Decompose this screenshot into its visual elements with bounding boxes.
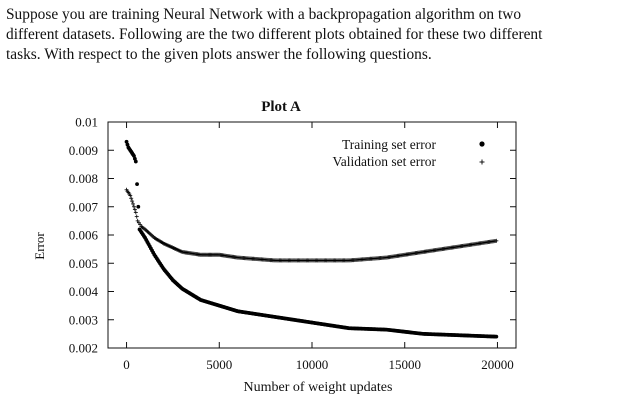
legend-marker-validation <box>479 159 485 165</box>
series-validation <box>124 187 499 263</box>
y-tick-label: 0.009 <box>69 143 98 158</box>
series-training <box>124 139 499 339</box>
y-tick-label: 0.003 <box>69 312 98 327</box>
training-point <box>135 182 139 187</box>
legend-label-training: Training set error <box>342 137 436 152</box>
legend-marker-training <box>479 141 485 147</box>
legend-label-validation: Validation set error <box>333 154 437 169</box>
y-tick-label: 0.007 <box>69 199 99 214</box>
validation-point <box>494 238 499 243</box>
legend: Training set error Validation set error <box>333 137 485 169</box>
x-tick-label: 15000 <box>388 357 421 372</box>
validation-point <box>130 199 135 204</box>
plot-frame <box>107 121 517 349</box>
y-axis-label: Error <box>32 232 47 260</box>
training-point <box>136 204 141 209</box>
x-axis-label: Number of weight updates <box>244 380 393 395</box>
x-tick-label: 0 <box>123 357 130 372</box>
validation-point <box>134 214 139 219</box>
validation-point <box>133 210 138 215</box>
validation-point <box>132 207 137 212</box>
question-line-3: tasks. With respect to the given plots a… <box>6 46 432 63</box>
validation-point <box>131 204 136 209</box>
y-tick-label: 0.005 <box>69 256 98 271</box>
x-tick-label: 5000 <box>206 357 232 372</box>
y-tick-label: 0.006 <box>69 228 99 243</box>
question-line-1: Suppose you are training Neural Network … <box>6 6 522 23</box>
validation-point <box>129 196 134 201</box>
y-tick-label: 0.002 <box>69 341 98 356</box>
chart-title: Plot A <box>261 99 301 115</box>
y-tick-label: 0.01 <box>75 115 98 130</box>
validation-point <box>131 201 136 206</box>
question-line-2: different datasets. Following are the tw… <box>6 26 543 43</box>
validation-point <box>128 193 133 198</box>
training-point <box>494 334 499 339</box>
training-point <box>133 159 138 164</box>
y-tick-label: 0.004 <box>69 284 99 299</box>
question-text: Suppose you are training Neural Network … <box>6 5 624 65</box>
y-axis-ticks: 0.002 0.003 0.004 0.005 0.006 0.007 0.008 0.009… <box>69 115 516 356</box>
x-tick-label: 20000 <box>481 357 514 372</box>
y-tick-label: 0.008 <box>69 171 98 186</box>
x-axis-ticks: 0 5000 10000 15000 20000 <box>123 122 514 372</box>
series-layer <box>124 139 499 339</box>
x-tick-label: 10000 <box>296 357 329 372</box>
